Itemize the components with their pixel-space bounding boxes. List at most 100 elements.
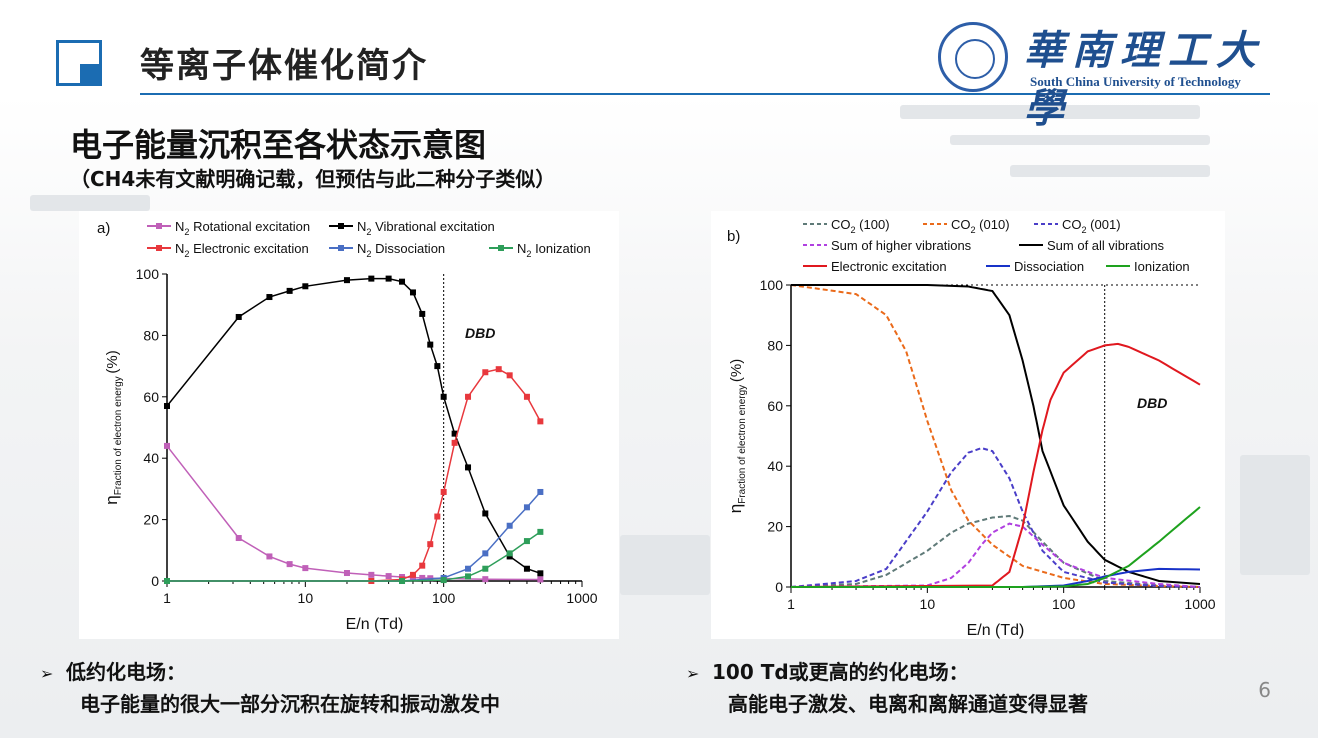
y-tick-label: 0 [151,573,159,589]
series-line [167,368,542,582]
slide-subtitle: 电子能量沉积至各状态示意图 [70,126,487,164]
legend-marker [338,245,344,251]
slide-note: （CH4未有文献明确记载，但预估与此二种分子类似） [70,167,556,191]
data-point [537,528,544,535]
university-name-cn: 華南理工大學 [1024,27,1264,132]
data-point [434,513,441,520]
data-point [164,578,170,584]
data-point [164,442,170,449]
data-point [523,504,530,511]
x-tick-label: 10 [298,590,314,606]
bullet-left-head: 低约化电场： [66,660,186,684]
legend-label: CO2 (100) [831,217,890,235]
data-point [506,522,513,529]
data-point [235,535,242,542]
series-line [791,284,1201,585]
x-axis-label: E/n (Td) [967,622,1025,639]
data-point [440,488,447,495]
data-point [419,562,426,569]
data-point [385,275,392,282]
series-line [790,284,1201,588]
data-point [465,393,472,400]
data-point [343,277,350,284]
chart-panel-b: b) CO2 (100) CO2 (010) CO2 (001) Sum of high… [711,211,1225,639]
legend-marker [156,223,162,229]
legend-label: N2 Dissociation [357,241,445,259]
x-tick-label: 10 [920,596,936,612]
university-logo: 華南理工大學 South China University of Technol… [938,16,1278,132]
data-point [451,439,458,446]
page-title: 等离子体催化简介 [140,46,428,86]
data-point [419,310,426,317]
data-point [399,278,406,285]
bullet-left: ➢ 低约化电场： [40,656,186,685]
data-point [266,294,273,301]
chart-a-svg: a) N2 Rotational excitation N2 Vibrational… [97,219,598,633]
legend-marker [338,223,344,229]
legend-label: N2 Rotational excitation [175,219,310,237]
data-point [434,363,441,370]
arrow-bullet-icon: ➢ [686,664,700,683]
data-point [302,565,309,572]
panel-label: a) [97,220,110,237]
panel-label: b) [727,228,740,245]
data-point [409,571,416,578]
data-point [302,283,309,290]
data-point [440,393,447,400]
series-line [790,514,1201,588]
y-tick-label: 40 [143,450,159,466]
data-point [506,550,513,557]
bullet-left-body: 电子能量的很大一部分沉积在旋转和振动激发中 [80,692,500,716]
y-tick-label: 60 [767,398,783,414]
university-seal-icon [938,22,1008,92]
data-point [451,430,458,437]
data-point [409,289,416,296]
legend-label: Sum of all vibrations [1047,238,1165,253]
legend-marker [156,245,162,251]
data-point [506,372,513,379]
data-point [506,553,513,560]
y-tick-label: 100 [136,266,160,282]
data-point [482,576,489,583]
data-point [266,553,273,560]
header-divider [140,93,1270,95]
data-point [523,565,530,572]
legend-marker [498,245,504,251]
x-tick-label: 1 [787,596,795,612]
data-point [399,578,406,584]
y-axis-label: ηFraction of electron energy (%) [726,359,748,514]
legend-label: N2 Ionization [517,241,591,259]
dbd-annotation: DBD [465,325,495,341]
y-tick-label: 60 [143,389,159,405]
legend-label: CO2 (010) [951,217,1010,235]
y-tick-label: 20 [767,519,783,535]
arrow-bullet-icon: ➢ [40,664,54,683]
data-point [465,565,472,572]
data-point [385,573,392,580]
legend-label: Dissociation [1014,259,1084,274]
data-point [537,418,544,425]
series-line [790,447,1201,588]
legend-label: N2 Vibrational excitation [357,219,495,237]
y-tick-label: 100 [760,277,784,293]
data-point [465,464,472,471]
y-tick-label: 40 [767,458,783,474]
data-point [427,341,434,348]
x-tick-label: 1000 [1184,596,1215,612]
dbd-annotation: DBD [1137,395,1167,411]
legend-label: CO2 (001) [1062,217,1121,235]
x-tick-label: 1 [163,590,171,606]
y-tick-label: 0 [775,579,783,595]
series-line [166,277,541,575]
legend-label: Ionization [1134,259,1190,274]
series-line [790,342,1201,588]
data-point [419,574,426,581]
data-point [427,541,434,548]
data-point [537,488,544,495]
x-axis-label: E/n (Td) [346,616,404,633]
x-tick-label: 100 [1052,596,1076,612]
data-point [482,550,489,557]
data-point [235,313,242,320]
data-point [164,403,170,410]
data-point [286,561,293,568]
